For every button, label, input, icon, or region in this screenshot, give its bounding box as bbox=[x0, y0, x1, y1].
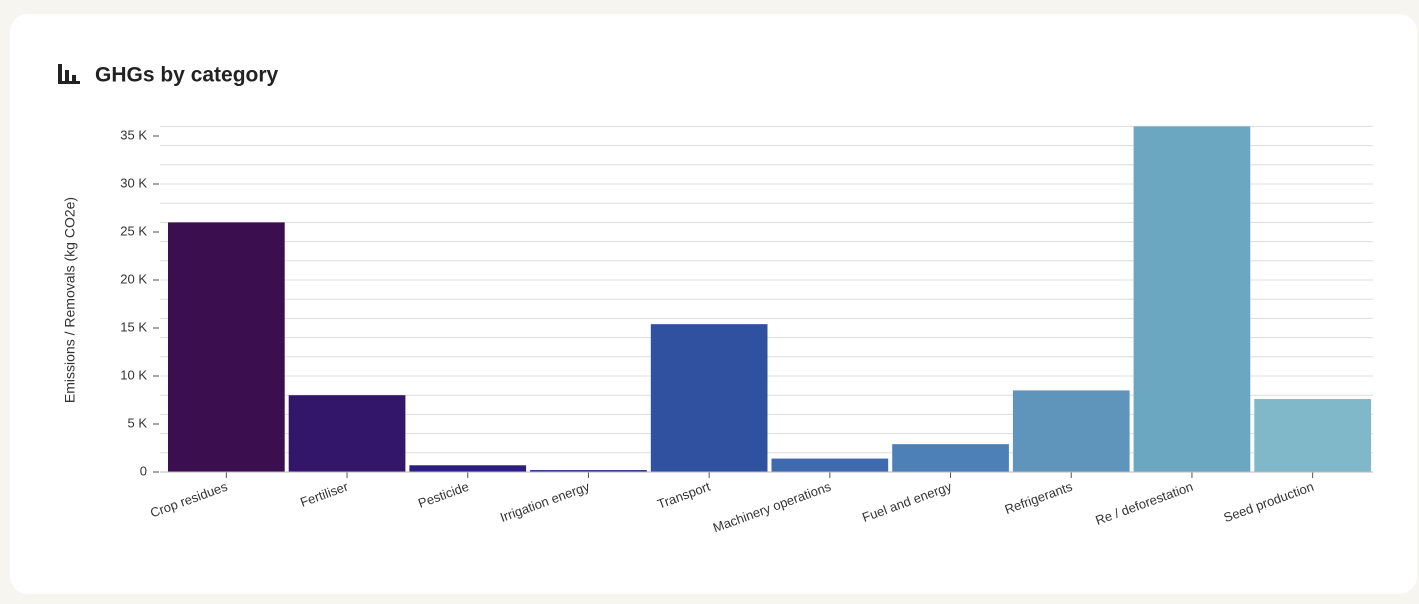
y-tick-label: 30 K bbox=[120, 175, 147, 190]
y-tick-label: 25 K bbox=[120, 223, 147, 238]
y-tick-label: 5 K bbox=[127, 415, 147, 430]
x-tick-label: Transport bbox=[655, 479, 712, 512]
y-tick-label: 10 K bbox=[120, 367, 147, 382]
bar bbox=[771, 458, 889, 472]
x-tick-label: Crop residues bbox=[148, 479, 230, 521]
bar bbox=[530, 470, 647, 472]
y-tick-label: 0 bbox=[140, 463, 147, 478]
y-tick-label: 20 K bbox=[120, 271, 147, 286]
y-axis-label: Emissions / Removals (kg CO2e) bbox=[62, 197, 78, 403]
bar bbox=[1012, 390, 1130, 472]
bar bbox=[892, 444, 1009, 472]
bar bbox=[409, 465, 527, 472]
x-tick-label: Pesticide bbox=[416, 479, 471, 511]
bar bbox=[1254, 399, 1371, 472]
chart-icon bbox=[58, 64, 80, 84]
bar bbox=[650, 324, 768, 472]
x-tick-label: Fertiliser bbox=[298, 478, 351, 509]
title: GHGs by category bbox=[95, 64, 279, 87]
x-tick-label: Seed production bbox=[1222, 479, 1316, 525]
y-tick-label: 15 K bbox=[120, 319, 147, 334]
x-tick-label: Irrigation energy bbox=[498, 479, 592, 525]
x-tick-label: Refrigerants bbox=[1003, 479, 1075, 517]
y-tick-label: 35 K bbox=[120, 127, 147, 142]
bar bbox=[288, 395, 406, 472]
x-tick-label: Re / deforestation bbox=[1093, 479, 1195, 528]
bar bbox=[1133, 126, 1251, 473]
x-tick-label: Machinery operations bbox=[711, 479, 833, 536]
bar bbox=[168, 222, 285, 472]
x-tick-label: Fuel and energy bbox=[860, 479, 954, 525]
